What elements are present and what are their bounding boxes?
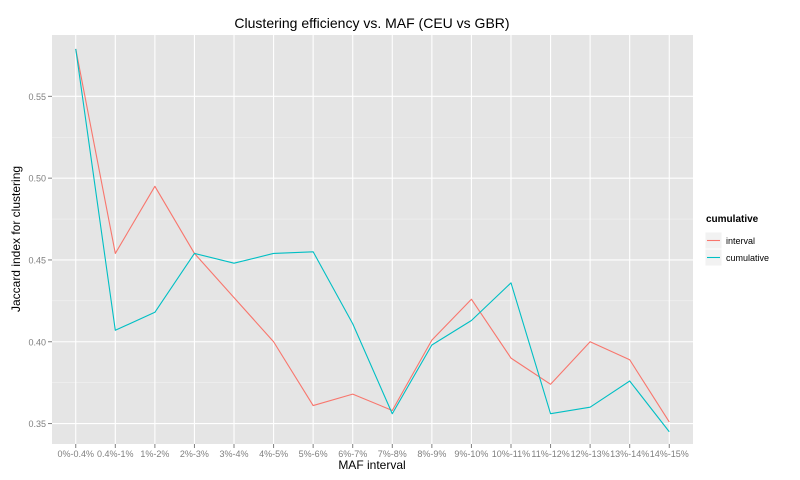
x-axis-label: MAF interval	[338, 458, 405, 472]
y-tick-label: 0.50	[28, 174, 46, 184]
plot-panel	[52, 35, 693, 444]
x-tick-label: 8%-9%	[417, 449, 446, 459]
legend-label: interval	[726, 236, 755, 246]
x-tick-label: 6%-7%	[338, 449, 367, 459]
x-tick-label: 1%-2%	[140, 449, 169, 459]
y-axis-ticks: 0.35 0.40 0.45 0.50 0.55	[28, 92, 52, 429]
chart-title: Clustering efficiency vs. MAF (CEU vs GB…	[234, 15, 509, 31]
x-tick-label: 2%-3%	[180, 449, 209, 459]
y-tick-label: 0.35	[28, 419, 46, 429]
x-tick-label: 7%-8%	[378, 449, 407, 459]
minor-gridlines	[52, 136, 693, 383]
x-tick-label: 11%-12%	[531, 449, 569, 459]
y-axis-label: Jaccard index for clustering	[9, 166, 23, 312]
x-tick-label: 4%-5%	[259, 449, 288, 459]
series-line-interval	[75, 48, 670, 423]
x-tick-label: 10%-11%	[492, 449, 530, 459]
series-lines	[75, 48, 670, 433]
legend-title: cumulative	[706, 214, 759, 225]
x-tick-label: 5%-6%	[299, 449, 328, 459]
x-tick-label: 9%-10%	[454, 449, 488, 459]
y-tick-label: 0.40	[28, 337, 46, 347]
y-tick-label: 0.55	[28, 92, 46, 102]
y-tick-label: 0.45	[28, 255, 46, 265]
x-tick-label: 13%-14%	[610, 449, 649, 459]
major-gridlines	[52, 35, 693, 444]
x-tick-label: 0.4%-1%	[97, 449, 134, 459]
x-tick-label: 0%-0.4%	[57, 449, 94, 459]
series-line-cumulative	[75, 48, 670, 433]
x-tick-label: 14%-15%	[650, 449, 689, 459]
legend: cumulative interval cumulative	[704, 214, 769, 267]
legend-label: cumulative	[726, 253, 769, 263]
x-tick-label: 3%-4%	[220, 449, 249, 459]
x-tick-label: 12%-13%	[571, 449, 610, 459]
x-axis-ticks: 0%-0.4% 0.4%-1% 1%-2% 2%-3% 3%-4% 4%-5% 5%-6% 6…	[57, 444, 689, 459]
